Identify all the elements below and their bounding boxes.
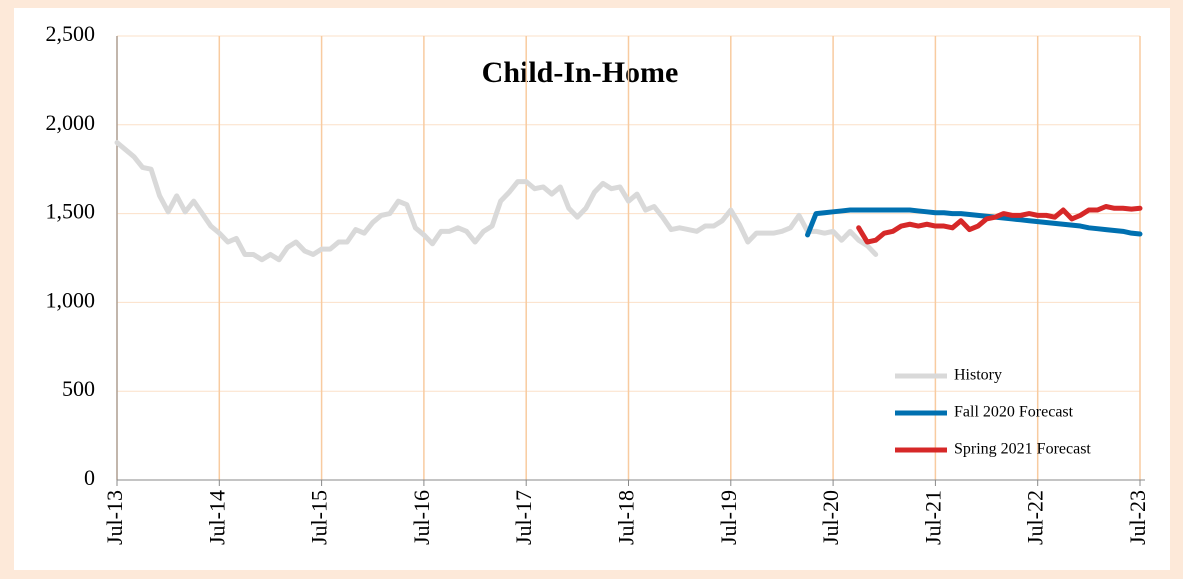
chart-title: Child-In-Home <box>482 56 679 89</box>
x-tick-label: Jul-14 <box>204 490 229 545</box>
x-tick-label: Jul-22 <box>1023 490 1048 545</box>
data-line <box>805 207 1143 238</box>
x-tick-label: Jul-13 <box>102 490 127 545</box>
y-tick-label: 2,000 <box>46 110 96 135</box>
x-tick-label: Jul-20 <box>818 490 843 545</box>
y-tick-label: 500 <box>62 376 95 401</box>
y-tick-label: 2,500 <box>46 21 96 46</box>
x-tick-label: Jul-15 <box>307 490 332 545</box>
x-tick-label: Jul-21 <box>920 490 945 545</box>
y-tick-label: 1,000 <box>46 287 96 312</box>
x-tick-label: Jul-18 <box>614 490 639 545</box>
legend-label: Fall 2020 Forecast <box>954 404 1074 421</box>
data-line <box>114 140 879 263</box>
legend-label: Spring 2021 Forecast <box>954 441 1091 458</box>
x-tick-label: Jul-17 <box>511 490 536 545</box>
data-line <box>856 203 1143 245</box>
x-tick-label: Jul-16 <box>409 490 434 545</box>
y-tick-label: 1,500 <box>46 199 96 224</box>
chart-area <box>14 8 1170 570</box>
legend-label: History <box>954 367 1002 384</box>
x-tick-label: Jul-19 <box>716 490 741 545</box>
x-tick-label: Jul-23 <box>1125 490 1150 545</box>
y-tick-label: 0 <box>84 465 95 490</box>
